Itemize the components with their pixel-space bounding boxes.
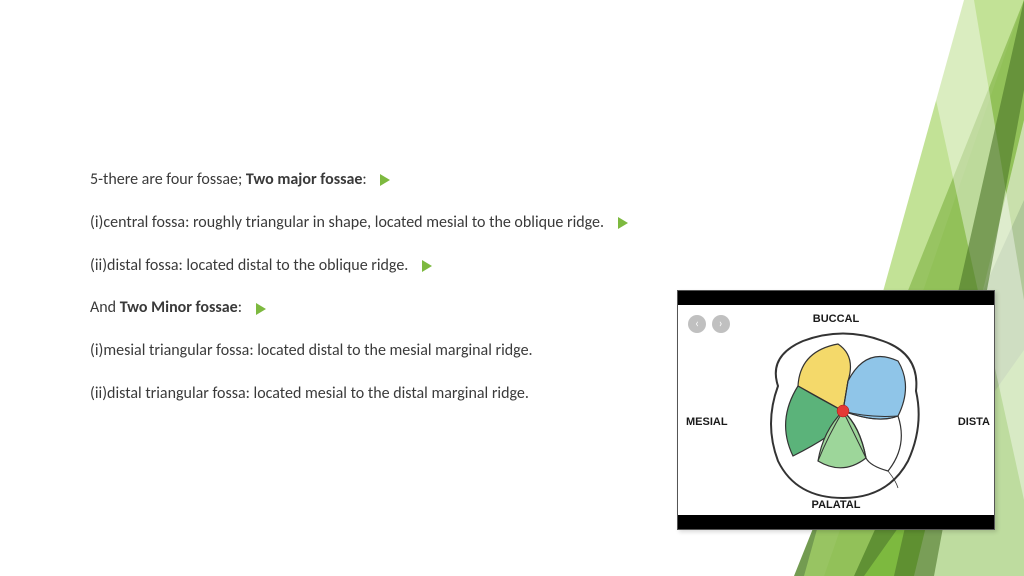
line1-bold: Two major fossae [246,170,363,189]
line4-pre: And [90,298,120,317]
line-6: (ii)distal triangular fossa: located mes… [90,384,690,405]
line4-post: : [238,298,242,317]
label-distal: DISTA [958,416,990,428]
line6-text: (ii)distal triangular fossa: located mes… [90,384,529,403]
line3-text: (ii)distal fossa: located distal to the … [90,256,408,275]
line-5: (i)mesial triangular fossa: located dist… [90,341,690,362]
line-1: 5-there are four fossae; Two major fossa… [90,170,690,191]
bullet-icon [618,217,628,229]
diagram-topbar [678,291,994,305]
label-buccal: BUCCAL [813,313,859,325]
line5-text: (i)mesial triangular fossa: located dist… [90,341,533,360]
tooth-diagram: ‹ › BUCCAL MESIAL DISTA PALATAL MB DB MP… [677,290,995,530]
line1-pre: 5-there are four fossae; [90,170,246,189]
tooth-occlusal-svg [748,326,938,506]
diagram-nav: ‹ › [688,313,732,333]
label-mesial: MESIAL [686,416,728,428]
nav-prev-icon[interactable]: ‹ [688,315,706,333]
nav-next-icon[interactable]: › [712,315,730,333]
line-2: (i)central fossa: roughly triangular in … [90,213,690,234]
line1-post: : [362,170,366,189]
line-4: And Two Minor fossae: [90,298,690,319]
slide-text: 5-there are four fossae; Two major fossa… [90,170,690,427]
bullet-icon [380,174,390,186]
bullet-icon [422,260,432,272]
line2-text: (i)central fossa: roughly triangular in … [90,213,604,232]
bullet-icon [256,303,266,315]
line4-bold: Two Minor fossae [120,298,238,317]
line-3: (ii)distal fossa: located distal to the … [90,256,690,277]
diagram-botbar [678,515,994,529]
